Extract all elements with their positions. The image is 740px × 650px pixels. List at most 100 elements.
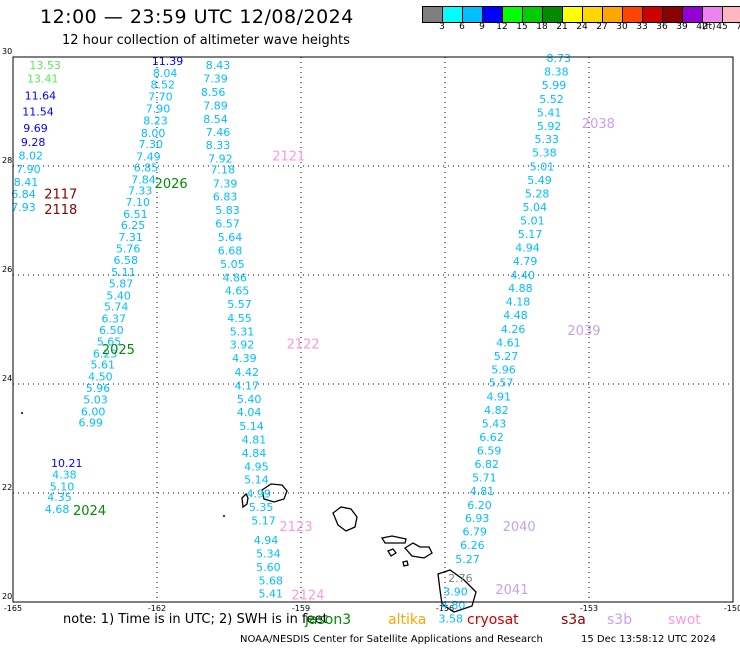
wave-height-value: 5.17 (251, 515, 276, 528)
colorbar-swatch (623, 7, 643, 22)
wave-height-value: 7.70 (148, 91, 173, 104)
wave-height-value: 6.82 (475, 458, 500, 471)
wave-height-value: 11.64 (25, 90, 57, 103)
wave-height-value: 6.20 (467, 499, 492, 512)
wave-height-value: 9.28 (21, 136, 46, 149)
map-frame (12, 56, 734, 603)
wave-height-value: 3.92 (230, 339, 255, 352)
wave-height-value: 5.40 (237, 393, 262, 406)
wave-height-value: 5.60 (256, 561, 281, 574)
wave-height-value: 7.49 (136, 151, 161, 164)
wave-height-value: 4.95 (244, 461, 269, 474)
colorbar-swatch (423, 7, 443, 22)
wave-height-value: 4.42 (235, 366, 260, 379)
wave-height-value: 6.00 (81, 406, 106, 419)
wave-height-value: 5.64 (218, 231, 243, 244)
wave-height-value: 5.49 (527, 174, 552, 187)
wave-height-value: 6.26 (460, 539, 485, 552)
mission-jason3: jason3 (305, 612, 352, 628)
island-lanai (387, 548, 397, 557)
colorbar-swatch (683, 7, 703, 22)
wave-height-value: 5.01 (530, 160, 555, 173)
track-label: 2121 (272, 150, 305, 165)
wave-height-value: 13.53 (29, 59, 61, 72)
wave-height-value: 8.33 (206, 139, 231, 152)
wave-height-value: 6.62 (479, 431, 504, 444)
wave-height-value: 7.30 (139, 138, 164, 151)
lat-lon-grid (13, 57, 733, 602)
wave-height-value: 5.68 (259, 575, 284, 588)
colorbar-swatch (703, 7, 723, 22)
wave-height-value: 3.58 (439, 613, 464, 626)
track-label: 2025 (102, 343, 135, 358)
wave-height-value: 4.79 (513, 255, 538, 268)
colorbar-tick-label: 30 (616, 22, 628, 32)
track-label: 2040 (503, 520, 536, 535)
wave-height-value: 5.76 (116, 243, 141, 256)
colorbar-swatch (443, 7, 463, 22)
wave-height-value: 6.50 (99, 324, 124, 337)
island-niihau (241, 492, 249, 509)
wave-height-value: 6.37 (102, 312, 127, 325)
track-label: 2118 (44, 203, 77, 218)
colorbar-tick-label: 24 (576, 22, 588, 32)
lon-tick-label: -150 (724, 604, 740, 613)
island-molokai (380, 535, 407, 544)
wave-height-value: 4.40 (511, 269, 536, 282)
wave-height-value: 8.56 (201, 86, 226, 99)
wave-height-value: 5.65 (97, 335, 122, 348)
mission-altika: altika (388, 612, 427, 628)
colorbar-tick-label: 21 (556, 22, 568, 32)
mission-swot: swot (668, 612, 701, 628)
wave-height-value: 4.81 (242, 433, 267, 446)
wave-height-value: 4.84 (242, 447, 267, 460)
colorbar-tick-label: 33 (636, 22, 648, 32)
track-label: 2124 (291, 588, 324, 603)
lon-tick-label: -162 (148, 604, 166, 613)
wave-height-value: 4.80 (441, 599, 466, 612)
wave-height-value: 7.39 (203, 73, 228, 86)
wave-height-value: 5.74 (104, 300, 129, 313)
wave-height-value: 5.41 (259, 588, 284, 601)
wave-height-value: 7.90 (16, 163, 41, 176)
colorbar-swatch (543, 7, 563, 22)
wave-height-value: 6.57 (215, 218, 240, 231)
wave-height-value: 8.02 (19, 149, 44, 162)
wave-height-value: 4.94 (515, 242, 540, 255)
colorbar-tick-label: 42 (696, 22, 708, 32)
colorbar-swatch (563, 7, 583, 22)
wave-height-value: 7.18 (211, 164, 236, 177)
wave-height-value: 4.91 (487, 390, 512, 403)
wave-height-value: 9.69 (23, 122, 48, 135)
wave-height-value: 5.96 (86, 382, 111, 395)
wave-height-value: 7.46 (206, 126, 231, 139)
lat-tick-label: 20 (2, 592, 12, 601)
wave-height-value: 4.38 (52, 468, 77, 481)
wave-height-value: 5.61 (91, 359, 116, 372)
colorbar-tick-label: 15 (516, 22, 528, 32)
wave-height-value: 5.43 (482, 418, 507, 431)
lon-tick-label: -165 (4, 604, 22, 613)
wave-height-value: 8.52 (151, 79, 176, 92)
island-kaula (223, 515, 225, 517)
wave-height-value: 4.99 (247, 487, 272, 500)
track-label: 2039 (567, 324, 600, 339)
colorbar-tick-label: 6 (459, 22, 465, 32)
lat-tick-label: 30 (2, 47, 12, 56)
wave-height-value: 8.41 (14, 176, 39, 189)
wave-height-value: 8.38 (544, 66, 569, 79)
colorbar-tick-label: 45 (716, 22, 728, 32)
track-label: 2117 (44, 188, 77, 203)
wave-height-value: 6.59 (477, 444, 502, 457)
hawaiian-islands (21, 412, 477, 613)
island-maui (404, 542, 433, 559)
wave-height-value: 5.03 (83, 394, 108, 407)
map-subtitle: 12 hour collection of altimeter wave hei… (62, 33, 350, 48)
wave-height-value: 5.71 (472, 472, 497, 485)
lat-tick-label: 26 (2, 265, 12, 274)
wave-height-value: 5.31 (230, 325, 255, 338)
wave-height-value: 5.35 (249, 501, 274, 514)
wave-height-value: 5.99 (542, 79, 567, 92)
wave-height-value: 5.27 (494, 350, 519, 363)
